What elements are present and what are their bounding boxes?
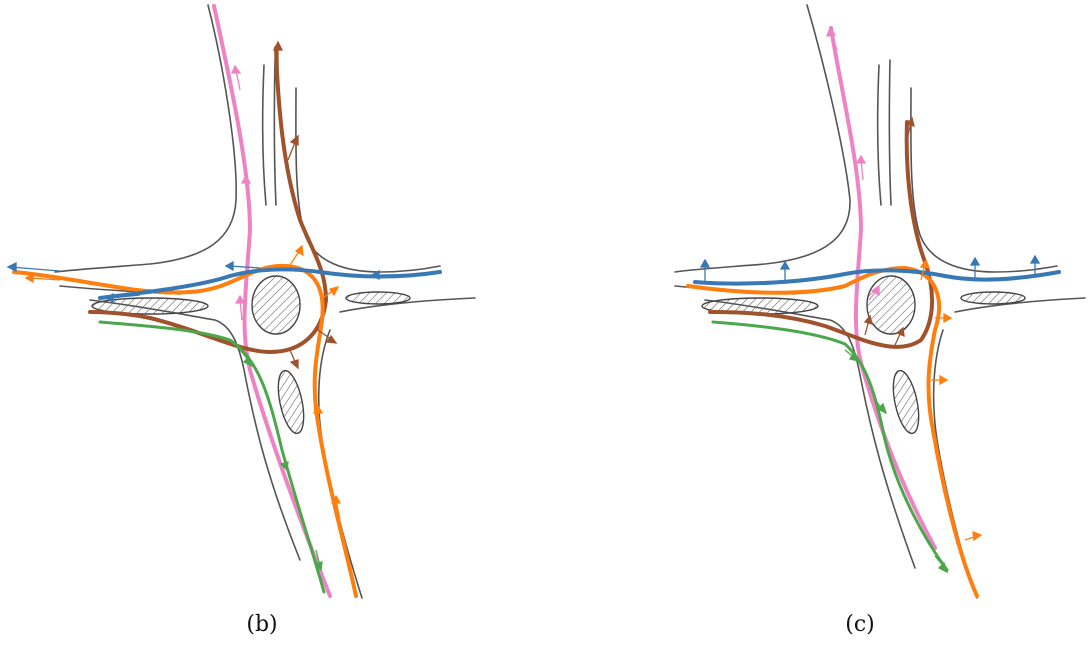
roundabout-diagram-c [674, 4, 1086, 599]
trajectory-blue [693, 268, 1061, 286]
roundabout-diagram-b [6, 4, 476, 599]
arrow-group-pink [826, 26, 880, 301]
traffic-islands [91, 275, 411, 435]
central-island [866, 275, 916, 335]
arrow-group-brown [272, 40, 338, 370]
arrow-group-blue [6, 260, 400, 304]
traffic-islands [701, 275, 1026, 435]
figure-panel-b [0, 0, 544, 600]
south-splitter-island [277, 369, 305, 435]
figure-panel-c [545, 0, 1089, 600]
central-island [251, 275, 301, 335]
caption-b: (b) [246, 612, 278, 637]
trajectory-brown [708, 120, 934, 349]
south-splitter-island [892, 369, 920, 435]
arrow-group-green [239, 349, 323, 572]
trajectory-orange [686, 266, 979, 598]
trajectory-blue [98, 267, 442, 300]
arrow-group-pink [231, 64, 252, 321]
direction-arrows [699, 26, 1041, 574]
trajectory-pink [829, 26, 937, 550]
trajectory-pink [212, 4, 332, 598]
direction-arrows [6, 40, 400, 572]
trajectory-green [711, 320, 949, 572]
trajectories [12, 4, 442, 598]
arrow-group-brown [863, 116, 915, 346]
east-splitter-island [345, 291, 411, 305]
trajectories [686, 26, 1061, 598]
arrow-group-blue [699, 254, 1041, 284]
east-splitter-island [960, 291, 1026, 305]
arrow-group-orange [24, 244, 342, 521]
trajectory-green [98, 320, 326, 594]
west-splitter-island [91, 297, 209, 315]
trajectory-brown [88, 46, 328, 354]
arrow-group-green [844, 349, 949, 574]
caption-c: (c) [845, 612, 875, 637]
arrow-group-orange [919, 258, 983, 542]
